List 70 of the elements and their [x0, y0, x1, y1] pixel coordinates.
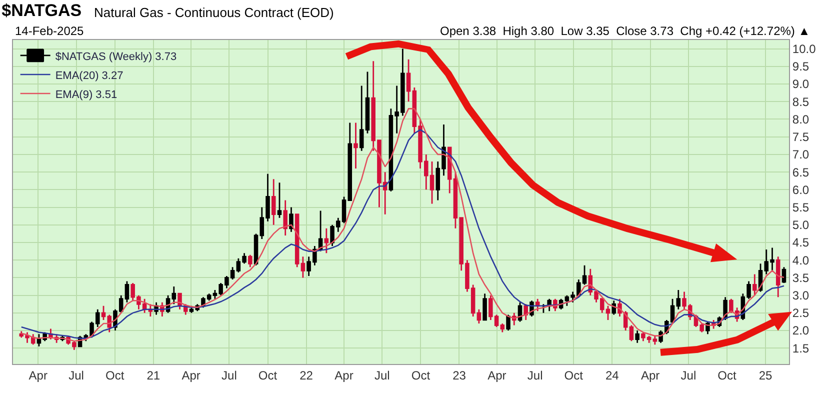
y-tick-label: 5.0 — [792, 218, 810, 232]
y-tick-label: 9.5 — [792, 60, 810, 74]
y-tick-label: 6.5 — [792, 165, 810, 180]
y-tick-label: 3.0 — [792, 288, 810, 303]
chart-subtitle: Natural Gas - Continuous Contract (EOD) — [94, 5, 334, 20]
text: 14-Feb-2025 — [15, 24, 84, 38]
candlestick — [676, 289, 681, 310]
x-tick-label: 23 — [452, 368, 466, 382]
x-tick-label: 24 — [606, 368, 620, 382]
x-tick-label: Oct — [411, 368, 431, 382]
y-tick-label: 1.5 — [792, 341, 810, 356]
y-tick-label: 4.5 — [792, 236, 810, 250]
candlestick — [300, 256, 306, 278]
y-tick-label: 2.0 — [792, 324, 810, 338]
x-tick-label: Oct — [564, 368, 584, 382]
candlestick — [482, 292, 487, 321]
x-tick-label: Jul — [68, 368, 84, 382]
x-tick-label: Jul — [527, 368, 543, 382]
candlestick — [324, 228, 329, 254]
y-tick-label: 8.5 — [792, 94, 810, 109]
text: Open 3.38 High 3.80 Low 3.35 Close 3.73 Chg +0.42 (+12.72%) ▲ — [440, 24, 810, 38]
x-tick-label: Jul — [222, 368, 237, 382]
candlestick — [283, 200, 288, 236]
x-tick-label: Apr — [488, 368, 506, 382]
candlestick — [406, 58, 411, 102]
y-tick-label: 9.0 — [792, 77, 810, 92]
y-tick-label: 5.5 — [792, 200, 810, 214]
x-tick-label: Oct — [105, 368, 125, 382]
candlestick — [776, 256, 780, 298]
candlestick — [476, 308, 482, 324]
candlestick — [277, 182, 282, 219]
candlestick — [148, 303, 153, 318]
candlestick — [500, 322, 505, 333]
y-tick-label: 2.5 — [792, 306, 810, 320]
candlestick — [248, 254, 252, 268]
x-tick-label: 22 — [300, 368, 314, 382]
y-tick-label: 4.0 — [792, 253, 810, 268]
x-tick-label: Jul — [374, 368, 390, 382]
candlestick — [506, 314, 510, 332]
candlestick — [752, 274, 757, 296]
candlestick — [289, 206, 294, 233]
candlestick — [124, 280, 130, 304]
y-tick-label: 7.0 — [792, 148, 810, 162]
y-tick-label: 7.5 — [792, 130, 810, 144]
candlestick — [172, 286, 176, 305]
y-tick-label: 3.5 — [792, 270, 810, 285]
y-tick-label: 6.0 — [792, 182, 810, 197]
x-tick-label: Apr — [334, 368, 354, 382]
candlestick — [635, 330, 640, 344]
candlestick — [652, 335, 658, 346]
legend-label: EMA(9) 3.51 — [55, 88, 118, 101]
x-tick-label: Apr — [28, 368, 48, 382]
candlestick — [524, 303, 528, 321]
legend-label: $NATGAS (Weekly) 3.73 — [55, 50, 177, 63]
candlestick — [318, 210, 323, 252]
candlestick — [629, 324, 634, 342]
x-tick-label: Oct — [718, 368, 737, 382]
x-tick-label: Oct — [258, 368, 278, 382]
candlestick — [618, 298, 622, 318]
candlestick — [271, 178, 276, 226]
x-tick-label: Apr — [182, 368, 200, 382]
chart-title: $NATGAS — [2, 0, 82, 20]
candlestick — [354, 122, 358, 170]
x-tick-label: Apr — [640, 368, 660, 382]
x-tick-label: Jul — [680, 368, 696, 382]
legend-label: EMA(20) 3.27 — [55, 70, 124, 82]
y-tick-label: 10.0 — [792, 42, 816, 56]
x-tick-label: 21 — [146, 368, 160, 382]
x-tick-label: 25 — [758, 368, 773, 382]
y-tick-label: 8.0 — [792, 112, 810, 126]
